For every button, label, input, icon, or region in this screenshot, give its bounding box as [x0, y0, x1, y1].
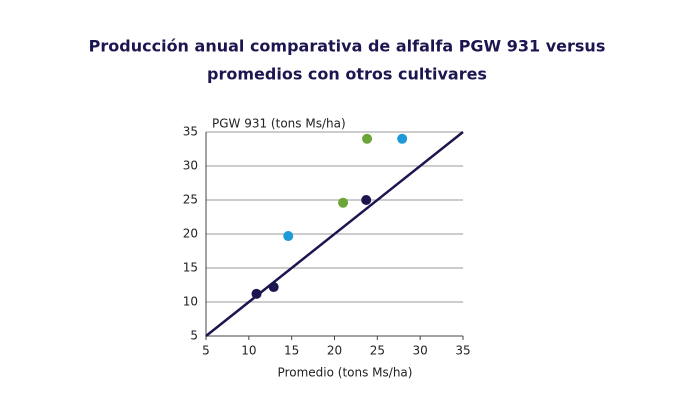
x-tick-label: 20 [327, 344, 342, 358]
point [397, 133, 408, 144]
point [283, 231, 294, 242]
point [338, 197, 349, 208]
y-tick-label: 30 [183, 159, 198, 173]
x-tick-label: 30 [413, 344, 428, 358]
chart-title: promedios con otros cultivares [207, 65, 487, 84]
x-tick-label: 35 [455, 344, 470, 358]
x-axis-label: Promedio (tons Ms/ha) [278, 366, 413, 380]
y-tick-label: 35 [183, 125, 198, 139]
y-axis-label: PGW 931 (tons Ms/ha) [212, 117, 346, 131]
x-tick-label: 5 [202, 344, 210, 358]
y-tick-label: 15 [183, 261, 198, 275]
reference-line [205, 131, 464, 337]
x-tick-label: 10 [241, 344, 256, 358]
point [251, 288, 262, 299]
point [268, 282, 279, 293]
chart-title: Producción anual comparativa de alfalfa … [89, 37, 606, 56]
point [361, 195, 372, 205]
y-tick-label: 5 [190, 329, 198, 343]
x-tick-label: 15 [284, 344, 299, 358]
y-tick-label: 10 [183, 295, 198, 309]
y-tick-label: 25 [183, 193, 198, 207]
y-tick-label: 20 [183, 227, 198, 241]
x-tick-label: 25 [370, 344, 385, 358]
point [362, 133, 373, 144]
